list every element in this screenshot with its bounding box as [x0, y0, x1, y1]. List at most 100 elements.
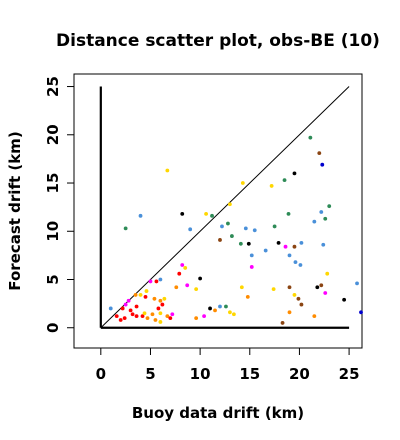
ref-line-identity	[100, 86, 350, 329]
data-point	[108, 306, 113, 311]
data-point	[249, 253, 254, 258]
data-point	[158, 277, 163, 282]
data-point	[174, 285, 179, 290]
data-point	[308, 135, 313, 140]
y-tick-label: 5	[44, 274, 62, 284]
data-point	[118, 318, 123, 322]
data-point	[218, 238, 222, 242]
data-point	[226, 221, 230, 226]
data-point	[140, 314, 145, 319]
data-point	[152, 296, 157, 301]
data-point	[323, 291, 328, 295]
data-point	[280, 321, 285, 325]
data-points	[108, 135, 363, 325]
data-point	[312, 219, 317, 224]
data-point	[282, 178, 287, 183]
data-point	[228, 202, 232, 207]
data-point	[138, 213, 143, 218]
data-point	[170, 312, 175, 317]
data-point	[123, 226, 128, 231]
data-point	[220, 224, 224, 229]
data-point	[194, 316, 199, 320]
data-point	[359, 310, 363, 315]
data-point	[150, 312, 155, 317]
x-tick-label: 15	[239, 365, 260, 383]
y-tick-label: 0	[44, 323, 62, 333]
data-point	[213, 308, 217, 313]
data-point	[134, 304, 139, 309]
data-point	[319, 210, 324, 214]
data-point	[120, 306, 125, 311]
data-point	[296, 296, 301, 301]
data-point	[153, 318, 158, 322]
data-point	[342, 297, 347, 302]
x-tick-label: 10	[190, 365, 211, 383]
data-point	[327, 204, 332, 209]
x-tick-label: 5	[145, 365, 155, 383]
data-point	[269, 184, 274, 188]
data-point	[138, 293, 143, 297]
data-point	[168, 316, 173, 320]
data-point	[272, 224, 277, 229]
data-point	[312, 314, 317, 319]
data-point	[246, 241, 251, 246]
data-point	[143, 294, 148, 299]
data-point	[218, 304, 222, 309]
data-point	[142, 311, 147, 316]
data-point	[162, 296, 167, 301]
data-point	[299, 240, 304, 245]
x-tick-label: 25	[339, 365, 360, 383]
data-point	[319, 283, 324, 288]
data-point	[160, 302, 165, 307]
data-point	[239, 285, 244, 290]
data-point	[286, 211, 291, 216]
data-point	[183, 266, 188, 270]
data-point	[317, 151, 322, 156]
data-point	[134, 314, 139, 319]
data-point	[249, 265, 254, 269]
data-point	[292, 244, 297, 249]
data-point	[315, 285, 320, 290]
data-point	[145, 316, 150, 320]
data-point	[238, 241, 243, 246]
data-point	[287, 285, 292, 290]
data-point	[180, 263, 185, 267]
data-point	[194, 287, 199, 292]
y-tick-label: 10	[44, 221, 62, 242]
data-point	[133, 293, 138, 297]
y-axis: 0 5 10 15 20 25	[44, 76, 75, 333]
data-point	[180, 211, 185, 216]
data-point	[323, 216, 328, 221]
data-point	[154, 279, 159, 284]
data-point	[283, 244, 288, 249]
x-tick-label: 0	[96, 365, 106, 383]
data-point	[128, 308, 133, 313]
data-point	[208, 306, 212, 311]
data-point	[228, 310, 232, 315]
x-axis-label: Buoy data drift (km)	[132, 404, 304, 422]
data-point	[287, 310, 292, 315]
data-point	[245, 294, 250, 299]
data-point	[210, 213, 214, 218]
data-point	[165, 168, 170, 173]
x-tick-label: 20	[289, 365, 310, 383]
y-tick-label: 15	[44, 173, 62, 194]
data-point	[276, 240, 281, 245]
reference-lines	[99, 86, 350, 329]
data-point	[202, 314, 206, 319]
data-point	[287, 253, 292, 258]
data-point	[123, 302, 128, 307]
data-point	[292, 293, 297, 297]
data-point	[325, 271, 330, 276]
data-point	[292, 171, 297, 176]
data-point	[271, 287, 276, 292]
data-point	[156, 306, 161, 311]
data-point	[224, 304, 228, 309]
data-point	[252, 228, 257, 233]
data-point	[158, 298, 163, 303]
data-point	[130, 312, 135, 317]
data-point	[148, 279, 153, 284]
y-tick-label: 25	[44, 76, 62, 97]
data-point	[122, 316, 127, 320]
